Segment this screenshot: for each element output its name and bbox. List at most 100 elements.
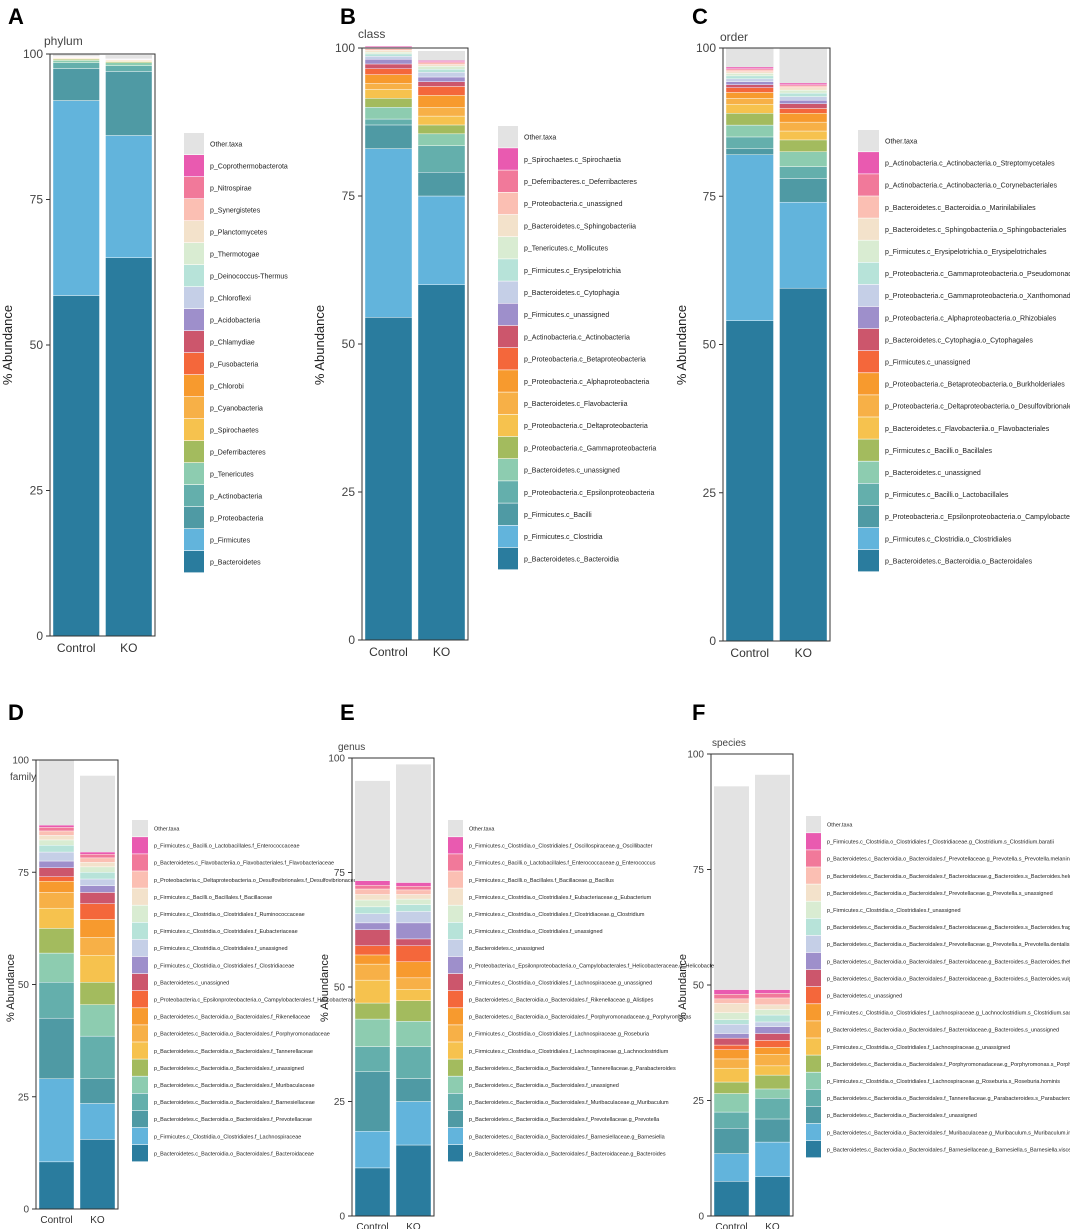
bar-segment (754, 1009, 791, 1016)
legend-label: p_Firmicutes.c_Clostridia.o_Clostridiale… (827, 908, 961, 914)
legend-swatch (806, 918, 821, 936)
bar-segment (725, 113, 774, 126)
bar-segment (754, 1141, 791, 1177)
bar-segment (779, 108, 828, 114)
legend-swatch (448, 854, 463, 871)
legend-label: p_Bacteroidetes.c_Bacteroidia (524, 556, 619, 563)
legend-swatch (132, 939, 148, 957)
legend-swatch (858, 395, 879, 417)
legend-swatch (132, 905, 148, 922)
bar-segment-other (355, 780, 390, 881)
legend-label: p_Proteobacteria.c_Deltaproteobacteria (524, 423, 648, 430)
panel-title: order (720, 30, 748, 44)
bar-segment (364, 124, 413, 149)
legend-swatch (448, 888, 463, 905)
bar-segment (779, 99, 828, 104)
legend-swatch (132, 1025, 148, 1042)
legend-label: p_Firmicutes.c_Bacilli.o_Lactobacillales… (154, 844, 300, 850)
legend-label: p_Spirochaetes.c_Spirochaetia (524, 157, 621, 164)
legend-swatch (184, 353, 204, 375)
bar-segment (38, 1161, 75, 1210)
legend-swatch (184, 551, 204, 573)
bar-segment (105, 257, 153, 637)
legend-label: p_Bacteroidetes.c_Bacteroidia.o_Bacteroi… (827, 891, 1053, 897)
legend-label: p_Bacteroidetes.c_Bacteroidia.o_Bacteroi… (827, 959, 1070, 965)
x-tick-label: KO (90, 1215, 105, 1226)
legend-swatch (498, 414, 518, 437)
legend-label: p_Bacteroidetes.c_Bacteroidia.o_Bacteroi… (827, 1130, 1070, 1136)
bar-segment (395, 898, 432, 905)
bar-segment (754, 1004, 791, 1010)
bar-segment (417, 106, 466, 117)
bar-segment-other (39, 760, 74, 826)
legend-label: p_Bacteroidetes.c_unassigned (469, 946, 544, 952)
legend-swatch (858, 505, 879, 528)
legend-label: p_Bacteroidetes.c_Bacteroidia.o_Bacteroi… (469, 1151, 666, 1157)
bar-segment (725, 98, 774, 105)
legend-swatch (498, 459, 518, 481)
bar-segment (38, 860, 75, 868)
legend-label: p_Bacteroidetes.c_unassigned (524, 468, 620, 475)
panel-letter: A (8, 4, 24, 29)
legend-label: p_Firmicutes.c_Erysipelotrichia.o_Erysip… (885, 249, 1047, 256)
legend-label: p_Bacteroidetes.c_Bacteroidia.o_Bacteroi… (885, 558, 1033, 565)
legend-label: p_Bacteroidetes.c_Bacteroidia.o_Bacteroi… (469, 1100, 669, 1106)
bar-segment (364, 53, 413, 57)
legend-swatch (448, 905, 463, 922)
legend-label: p_Firmicutes (210, 537, 251, 544)
y-tick-label: 100 (328, 754, 345, 765)
legend-label: p_Tenericutes.c_Mollicutes (524, 246, 609, 253)
legend-swatch (806, 1021, 821, 1038)
bar-segment (38, 982, 75, 1019)
bar-segment (779, 92, 828, 97)
legend-swatch (498, 170, 518, 192)
bar-segment (713, 1111, 750, 1129)
bar-segment (105, 62, 153, 66)
legend-label: p_Bacteroidetes.c_Bacteroidia.o_Bacteroi… (154, 1032, 330, 1038)
bar-segment (779, 130, 828, 141)
legend-label: p_Planctomycetes (210, 229, 268, 236)
bar-segment (52, 100, 100, 296)
bar-segment (354, 888, 391, 895)
legend-swatch (858, 130, 879, 152)
legend-swatch (448, 837, 463, 854)
legend-label: p_Firmicutes.c_Bacilli.o_Bacillales.f_Ba… (469, 878, 614, 884)
bar-segment-other (779, 48, 827, 83)
bar-segment (725, 66, 774, 69)
bar-segment (417, 284, 466, 641)
bar-segment (417, 62, 466, 65)
legend-swatch (806, 969, 821, 987)
legend-swatch (448, 1042, 463, 1059)
legend-swatch (498, 503, 518, 525)
legend-label: p_Firmicutes.c_Clostridia.o_Clostridiale… (469, 1049, 669, 1055)
legend-label: p_Bacteroidetes.c_Bacteroidia.o_Bacteroi… (154, 1015, 310, 1021)
bar-segment (417, 69, 466, 73)
bar-segment (754, 1088, 791, 1099)
bar-segment-other (105, 55, 152, 59)
legend-swatch (132, 1093, 148, 1111)
legend-swatch (806, 1123, 821, 1141)
y-tick-label: 100 (23, 47, 43, 61)
legend-label: p_Bacteroidetes.c_Bacteroidia.o_Bacteroi… (154, 1066, 304, 1072)
bar-segment (38, 867, 75, 877)
legend-swatch (858, 549, 879, 572)
legend-label: p_Actinobacteria.c_Actinobacteria.o_Cory… (885, 183, 1057, 190)
bar-segment (779, 166, 828, 179)
bar-segment (395, 922, 432, 940)
legend-label: p_Proteobacteria.c_Deltaproteobacteria.o… (885, 404, 1070, 411)
bar-segment (79, 854, 116, 859)
legend-swatch (806, 1055, 821, 1072)
legend-swatch (132, 1144, 148, 1162)
bar-segment (364, 59, 413, 65)
legend-swatch (858, 328, 879, 351)
bar-segment (354, 1002, 391, 1020)
panel-letter: C (692, 4, 708, 29)
bar-segment (105, 65, 153, 72)
legend-swatch (858, 527, 879, 550)
bar-segment (779, 89, 828, 94)
bar-segment (417, 195, 466, 286)
legend-swatch (498, 148, 518, 170)
legend-swatch (858, 218, 879, 240)
bar-segment-other (418, 50, 465, 61)
